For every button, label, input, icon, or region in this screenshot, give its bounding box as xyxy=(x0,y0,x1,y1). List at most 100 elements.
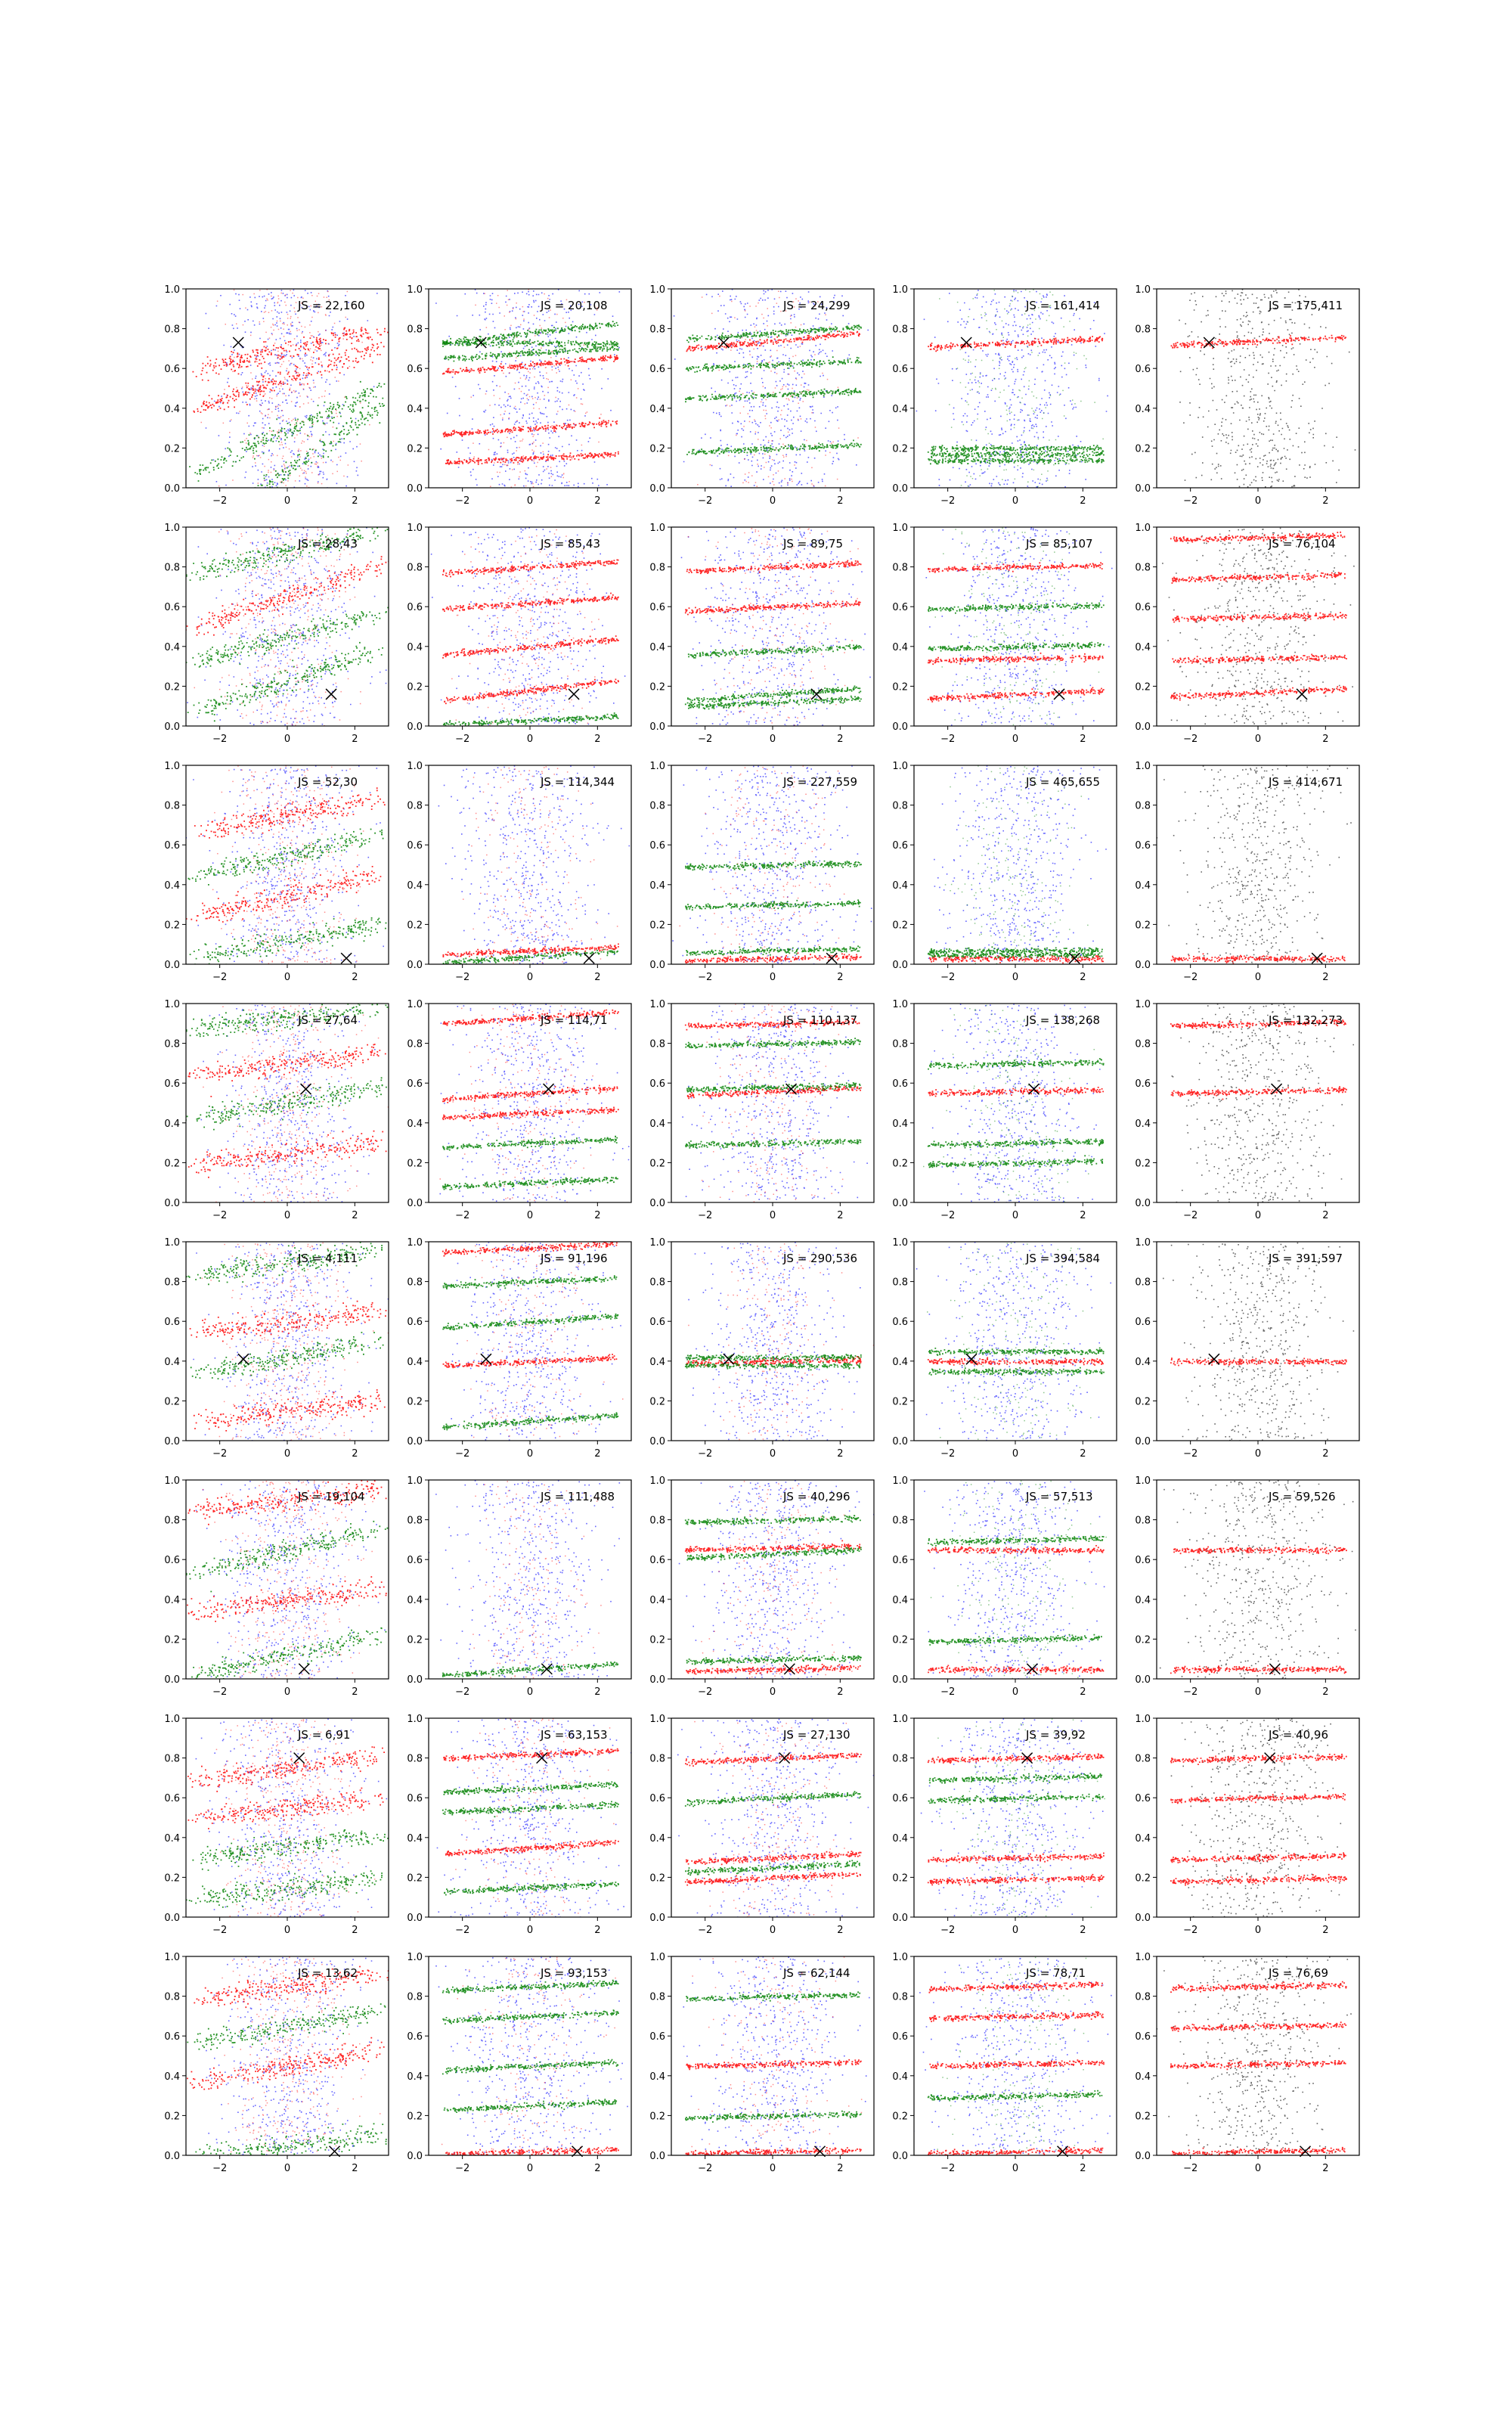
band-5 xyxy=(927,1873,1105,1886)
scatter-points xyxy=(186,1004,389,1202)
y-tick-label: 1.0 xyxy=(1135,523,1151,534)
y-tick-label: 0.4 xyxy=(1135,1357,1151,1368)
y-tick-label: 0.6 xyxy=(164,840,180,852)
band-4 xyxy=(442,355,619,375)
y-tick-label: 1.0 xyxy=(1135,761,1151,772)
js-score-label: JS = 414,671 xyxy=(1268,775,1343,789)
y-tick-label: 0.4 xyxy=(407,1118,423,1130)
band-3 xyxy=(193,340,385,413)
band-3 xyxy=(187,1480,387,1525)
band-3 xyxy=(186,556,387,636)
y-tick-label: 0.4 xyxy=(649,2071,665,2083)
y-tick-label: 1.0 xyxy=(407,1237,423,1249)
y-tick-label: 0.8 xyxy=(1135,1277,1151,1289)
band-5 xyxy=(442,1177,618,1190)
x-tick-label: 2 xyxy=(594,1448,600,1460)
band-5 xyxy=(443,2099,618,2113)
subplot-r5-c4: 0.0 0.2 0.4 0.6 0.8 1.0 −2 0 2 JS = 394,584 xyxy=(892,1237,1117,1460)
js-score-label: JS = 40,96 xyxy=(1268,1728,1328,1742)
x-tick-label: 0 xyxy=(284,2163,290,2174)
x-tick-label: 0 xyxy=(770,2163,776,2174)
band-1 xyxy=(1170,2146,1346,2155)
band-4 xyxy=(193,1389,386,1432)
x-tick-label: 0 xyxy=(1012,734,1018,745)
x-tick-label: 0 xyxy=(1255,1210,1261,1221)
y-tick-label: 1.0 xyxy=(892,1714,908,1725)
x-marker xyxy=(300,1083,312,1095)
y-tick-label: 0.2 xyxy=(1135,2111,1151,2122)
js-score-label: JS = 394,584 xyxy=(1025,1252,1100,1265)
background-points xyxy=(205,289,389,488)
y-tick-label: 1.0 xyxy=(164,1714,180,1725)
x-tick-label: 2 xyxy=(594,1210,600,1221)
band-4 xyxy=(928,1634,1102,1646)
y-tick-label: 0.0 xyxy=(1135,1198,1151,1209)
y-tick-label: 0.2 xyxy=(164,1158,180,1169)
band-1 xyxy=(1170,685,1347,701)
x-marker xyxy=(1053,688,1065,700)
y-tick-label: 0.6 xyxy=(649,602,665,613)
y-tick-label: 0.4 xyxy=(1135,642,1151,653)
band-4 xyxy=(194,1965,389,2009)
band-4 xyxy=(928,1155,1104,1168)
js-score-label: JS = 85,107 xyxy=(1025,537,1093,551)
x-tick-label: −2 xyxy=(698,972,712,983)
band-1 xyxy=(442,1009,619,1026)
x-tick-label: 2 xyxy=(594,972,600,983)
js-score-label: JS = 91,196 xyxy=(540,1252,608,1265)
y-tick-label: 0.0 xyxy=(649,483,665,495)
band-1 xyxy=(1170,1753,1347,1765)
band-4 xyxy=(928,1852,1105,1863)
band-3 xyxy=(928,1347,1105,1357)
x-tick-label: −2 xyxy=(698,495,712,507)
band-5 xyxy=(685,1138,862,1149)
y-tick-label: 1.0 xyxy=(407,761,423,772)
y-tick-label: 1.0 xyxy=(649,1237,665,1249)
y-tick-label: 1.0 xyxy=(164,1952,180,1963)
subplot-r1-c1: 0.0 0.2 0.4 0.6 0.8 1.0 −2 0 2 JS = 22,160 xyxy=(164,284,389,507)
x-tick-label: 2 xyxy=(1322,2163,1328,2174)
y-tick-label: 1.0 xyxy=(892,523,908,534)
y-tick-label: 0.8 xyxy=(1135,801,1151,812)
x-tick-label: −2 xyxy=(698,1448,712,1460)
subplot-r7-c2: 0.0 0.2 0.4 0.6 0.8 1.0 −2 0 2 JS = 63,153 xyxy=(407,1714,632,1936)
y-tick-label: 0.6 xyxy=(164,364,180,375)
x-marker xyxy=(325,688,337,700)
y-tick-label: 0.0 xyxy=(407,2151,423,2162)
x-marker xyxy=(237,1353,249,1365)
y-tick-label: 1.0 xyxy=(649,1475,665,1487)
subplot-r2-c4: 0.0 0.2 0.4 0.6 0.8 1.0 −2 0 2 JS = 85,107 xyxy=(892,523,1117,745)
y-tick-label: 0.6 xyxy=(1135,2031,1151,2043)
x-tick-label: 0 xyxy=(1255,1925,1261,1936)
band-1 xyxy=(442,948,618,964)
x-tick-label: 0 xyxy=(527,972,533,983)
js-score-label: JS = 62,144 xyxy=(782,1966,850,1980)
band-3 xyxy=(187,2003,386,2050)
y-tick-label: 0.4 xyxy=(164,404,180,415)
y-tick-label: 0.2 xyxy=(407,1158,423,1169)
x-tick-label: 2 xyxy=(1322,1686,1328,1698)
js-score-label: JS = 114,344 xyxy=(540,775,615,789)
y-tick-label: 0.2 xyxy=(892,1872,908,1884)
band-2 xyxy=(686,1082,861,1093)
x-tick-label: −2 xyxy=(698,734,712,745)
js-score-label: JS = 138,268 xyxy=(1025,1013,1100,1027)
scatter-points xyxy=(1157,1956,1352,2155)
y-tick-label: 0.2 xyxy=(892,1396,908,1407)
x-marker xyxy=(810,688,823,700)
scatter-points xyxy=(435,1956,628,2155)
x-tick-label: 2 xyxy=(352,1686,358,1698)
y-tick-label: 1.0 xyxy=(649,761,665,772)
y-tick-label: 1.0 xyxy=(1135,1952,1151,1963)
scatter-points xyxy=(436,1718,631,1917)
x-tick-label: 2 xyxy=(594,495,600,507)
scatter-points xyxy=(924,1480,1107,1679)
band-1 xyxy=(442,1661,619,1677)
y-tick-label: 0.8 xyxy=(892,1277,908,1289)
js-score-label: JS = 110,137 xyxy=(782,1013,857,1027)
y-tick-label: 0.6 xyxy=(649,1793,665,1804)
x-tick-label: 0 xyxy=(284,1925,290,1936)
x-tick-label: −2 xyxy=(940,1210,955,1221)
band-2 xyxy=(686,945,861,956)
y-tick-label: 1.0 xyxy=(1135,284,1151,296)
